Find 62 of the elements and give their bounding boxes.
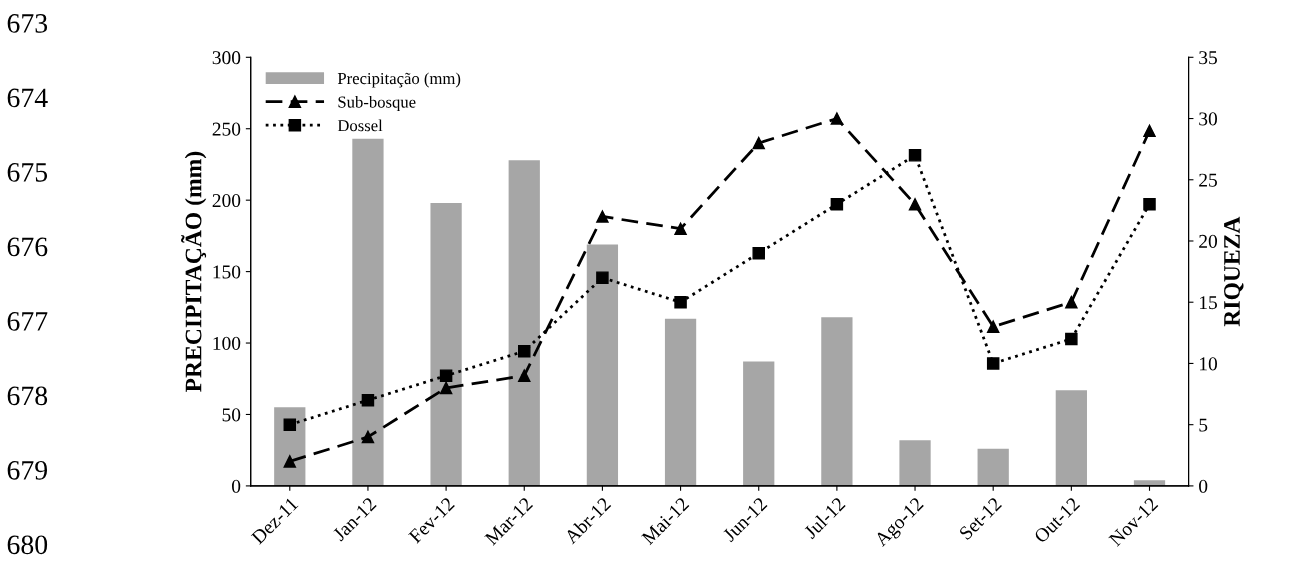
point bbox=[908, 149, 922, 162]
point bbox=[830, 112, 844, 125]
text: 676 bbox=[7, 237, 48, 257]
y2-tick-label: 20 bbox=[1199, 234, 1218, 248]
point bbox=[596, 210, 609, 223]
point bbox=[1065, 295, 1078, 309]
y-tick-label: 250 bbox=[212, 122, 241, 136]
y2-tick-label: 5 bbox=[1199, 418, 1208, 432]
y-tick-label: 300 bbox=[212, 51, 241, 65]
bar bbox=[821, 317, 853, 486]
point bbox=[283, 455, 297, 468]
point bbox=[1143, 124, 1156, 138]
text: 674 bbox=[7, 88, 48, 108]
bar bbox=[586, 244, 619, 486]
text: 675 bbox=[7, 163, 48, 182]
text: 673 bbox=[7, 14, 48, 33]
y-axis-title: PRECIPITAÇÃO (mm) bbox=[181, 151, 207, 392]
point bbox=[674, 295, 687, 309]
bar bbox=[743, 361, 775, 486]
y2-tick-label: 15 bbox=[1200, 296, 1217, 310]
y2-tick-label: 25 bbox=[1199, 173, 1217, 187]
bar bbox=[1055, 390, 1087, 486]
point bbox=[1143, 197, 1156, 211]
point bbox=[674, 222, 687, 235]
point bbox=[439, 381, 453, 395]
point bbox=[1065, 332, 1078, 346]
y-tick-label: 0 bbox=[232, 479, 241, 493]
y2-tick-label: 0 bbox=[1199, 479, 1208, 493]
bar bbox=[664, 318, 697, 486]
point bbox=[361, 393, 375, 407]
bar bbox=[352, 138, 384, 486]
point bbox=[752, 136, 765, 150]
point bbox=[596, 271, 609, 284]
legend-label: Dossel bbox=[337, 119, 383, 132]
text: 678 bbox=[7, 386, 48, 406]
y-tick-label: 150 bbox=[213, 265, 241, 279]
bar bbox=[899, 440, 931, 486]
point bbox=[439, 369, 453, 382]
point bbox=[361, 430, 375, 444]
legend-label: Sub-bosque bbox=[338, 95, 416, 112]
text: 680 bbox=[7, 535, 48, 555]
point bbox=[986, 357, 1000, 370]
point bbox=[986, 320, 1000, 333]
y-tick-label: 100 bbox=[213, 336, 241, 350]
point bbox=[830, 197, 844, 211]
y2-tick-label: 10 bbox=[1200, 357, 1218, 371]
point bbox=[283, 418, 297, 431]
point bbox=[908, 197, 922, 211]
text: 677 bbox=[7, 312, 48, 331]
legend-label: Precipitação (mm) bbox=[337, 72, 461, 88]
text: 679 bbox=[7, 461, 48, 480]
bar bbox=[430, 203, 462, 486]
bar bbox=[977, 448, 1009, 486]
bar bbox=[508, 160, 540, 486]
point bbox=[518, 344, 531, 358]
y2-tick-label: 35 bbox=[1199, 51, 1217, 65]
y2-axis-title: RIQUEZA bbox=[1224, 216, 1244, 327]
point bbox=[752, 246, 765, 260]
point bbox=[518, 369, 531, 382]
y-tick-label: 50 bbox=[222, 408, 241, 422]
y-tick-label: 200 bbox=[212, 193, 241, 208]
y2-tick-label: 30 bbox=[1199, 112, 1218, 126]
